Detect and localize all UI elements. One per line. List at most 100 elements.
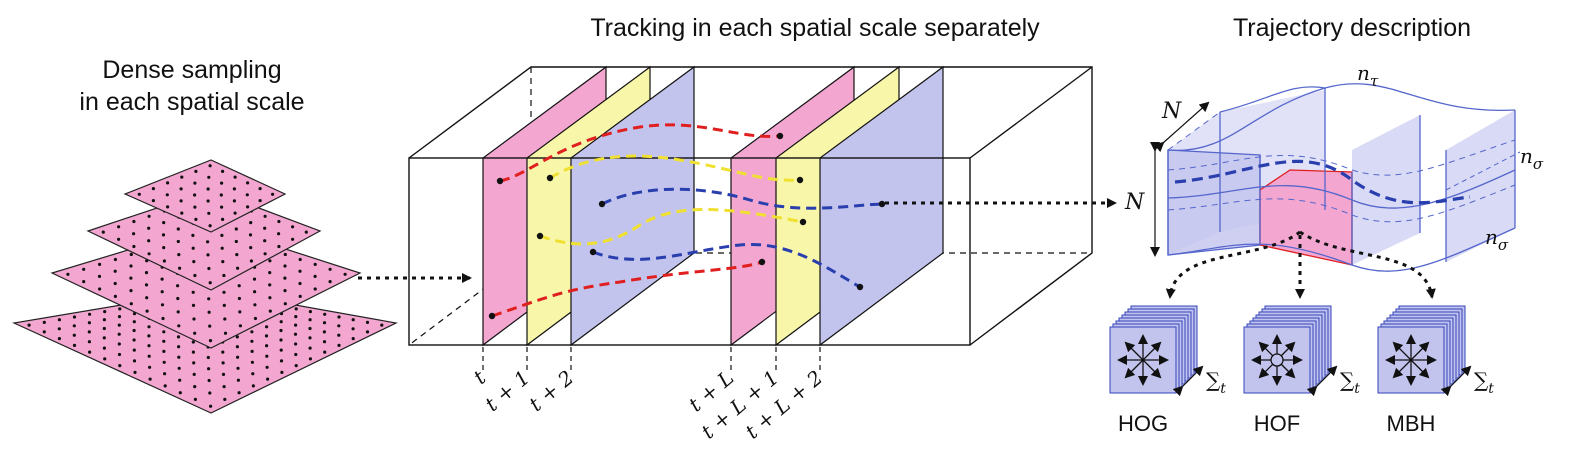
sum-over-time-arrow [1440,365,1472,397]
trajectory-point [796,176,804,184]
sample-dot [249,221,253,225]
sample-dot [337,333,341,337]
sample-dot [208,324,212,328]
trajectory-point [776,132,784,140]
sample-dot [176,335,181,339]
sample-dot [298,281,302,286]
sample-dot [179,187,183,191]
sample-dot [178,266,182,270]
trajectory-point [799,218,807,226]
sample-dot [151,187,155,191]
sample-dot [253,290,257,294]
sample-dot [337,315,341,319]
trajectory-point [546,174,554,182]
sample-dot [191,246,195,250]
trajectory-point [536,232,544,240]
sample-dot [207,310,211,314]
sample-dot [162,246,166,250]
sample-dot [145,309,149,313]
sample-dot [268,296,272,300]
sample-dot [101,230,105,234]
sample-dot [72,343,77,347]
sample-dot [27,323,31,327]
tube-hidden-line [1167,184,1516,223]
sample-dot [219,193,223,197]
sample-dot [206,240,210,244]
sample-dot [268,283,272,287]
sample-dot [237,296,241,301]
sample-dot [88,312,92,316]
sample-dot [87,340,91,344]
histogram-bin-arrow [1142,359,1162,379]
descriptors-group: ∑t HOG ∑t HOF ∑t MBH [1109,305,1494,436]
sample-dot [192,317,196,321]
sample-dot [249,246,253,250]
sum-over-time-label: ∑t [1474,368,1494,397]
sample-dot [178,378,182,382]
sample-dot [263,252,267,256]
sample-dot [253,316,257,321]
sample-dot [180,211,184,215]
sample-dot [283,252,287,257]
trajectory-point [758,258,766,266]
sample-dot [263,239,267,243]
sample-dot [291,237,295,241]
sample-dot [223,331,228,335]
sample-dot [308,357,312,361]
tube-hidden-line [1167,139,1516,176]
descriptor-arrows [1165,230,1436,299]
sample-dot [87,330,91,334]
sample-dot [193,385,197,389]
sample-dot [283,289,287,293]
sample-dot [148,377,152,381]
sample-dot [223,317,227,321]
sample-dot [161,316,165,321]
sample-dot [365,330,370,334]
sample-dot [265,365,269,369]
tube-front-cell [1167,149,1261,256]
sample-dot [266,377,270,381]
sample-dot [277,244,281,249]
sample-dot [308,346,312,350]
sample-dot [221,260,225,264]
sample-dot [279,338,283,342]
sample-dot [220,181,224,185]
sample-dot [162,349,166,353]
sample-dot [191,290,195,294]
sample-dot [162,259,166,263]
sample-dot [179,199,183,203]
sample-dot [268,271,272,275]
sample-dot [236,366,240,370]
sample-dot [162,339,166,343]
sample-dot [163,384,167,388]
sample-dot [72,333,76,337]
sample-dot [291,225,295,229]
sample-dot [308,336,312,340]
heading-trajectory-description: Trajectory description [1233,14,1471,42]
pyramid-layer [123,159,287,233]
sample-dot [147,252,151,256]
sum-over-time-arrow [1172,365,1204,397]
sample-dot [238,310,242,314]
sample-dot [222,385,226,389]
sample-dot [246,181,250,185]
zero-motion-bin-icon [1270,353,1284,367]
sample-dot [207,211,211,215]
histogram-bin-arrow [1392,341,1412,361]
sample-dot [193,397,197,401]
sample-dot [208,281,212,285]
sample-dot [176,310,180,314]
sample-dot [271,192,275,196]
sample-dot [193,181,197,185]
label-n-tau: nτ [1357,61,1379,90]
sample-dot [232,199,236,203]
sample-dot [162,221,166,225]
sample-dot [268,259,272,263]
sample-dot [279,359,284,363]
sample-dot [145,296,149,300]
sample-dot [221,361,225,365]
sample-dot [192,260,196,264]
sample-dot [304,230,308,234]
sample-dot [337,343,341,347]
